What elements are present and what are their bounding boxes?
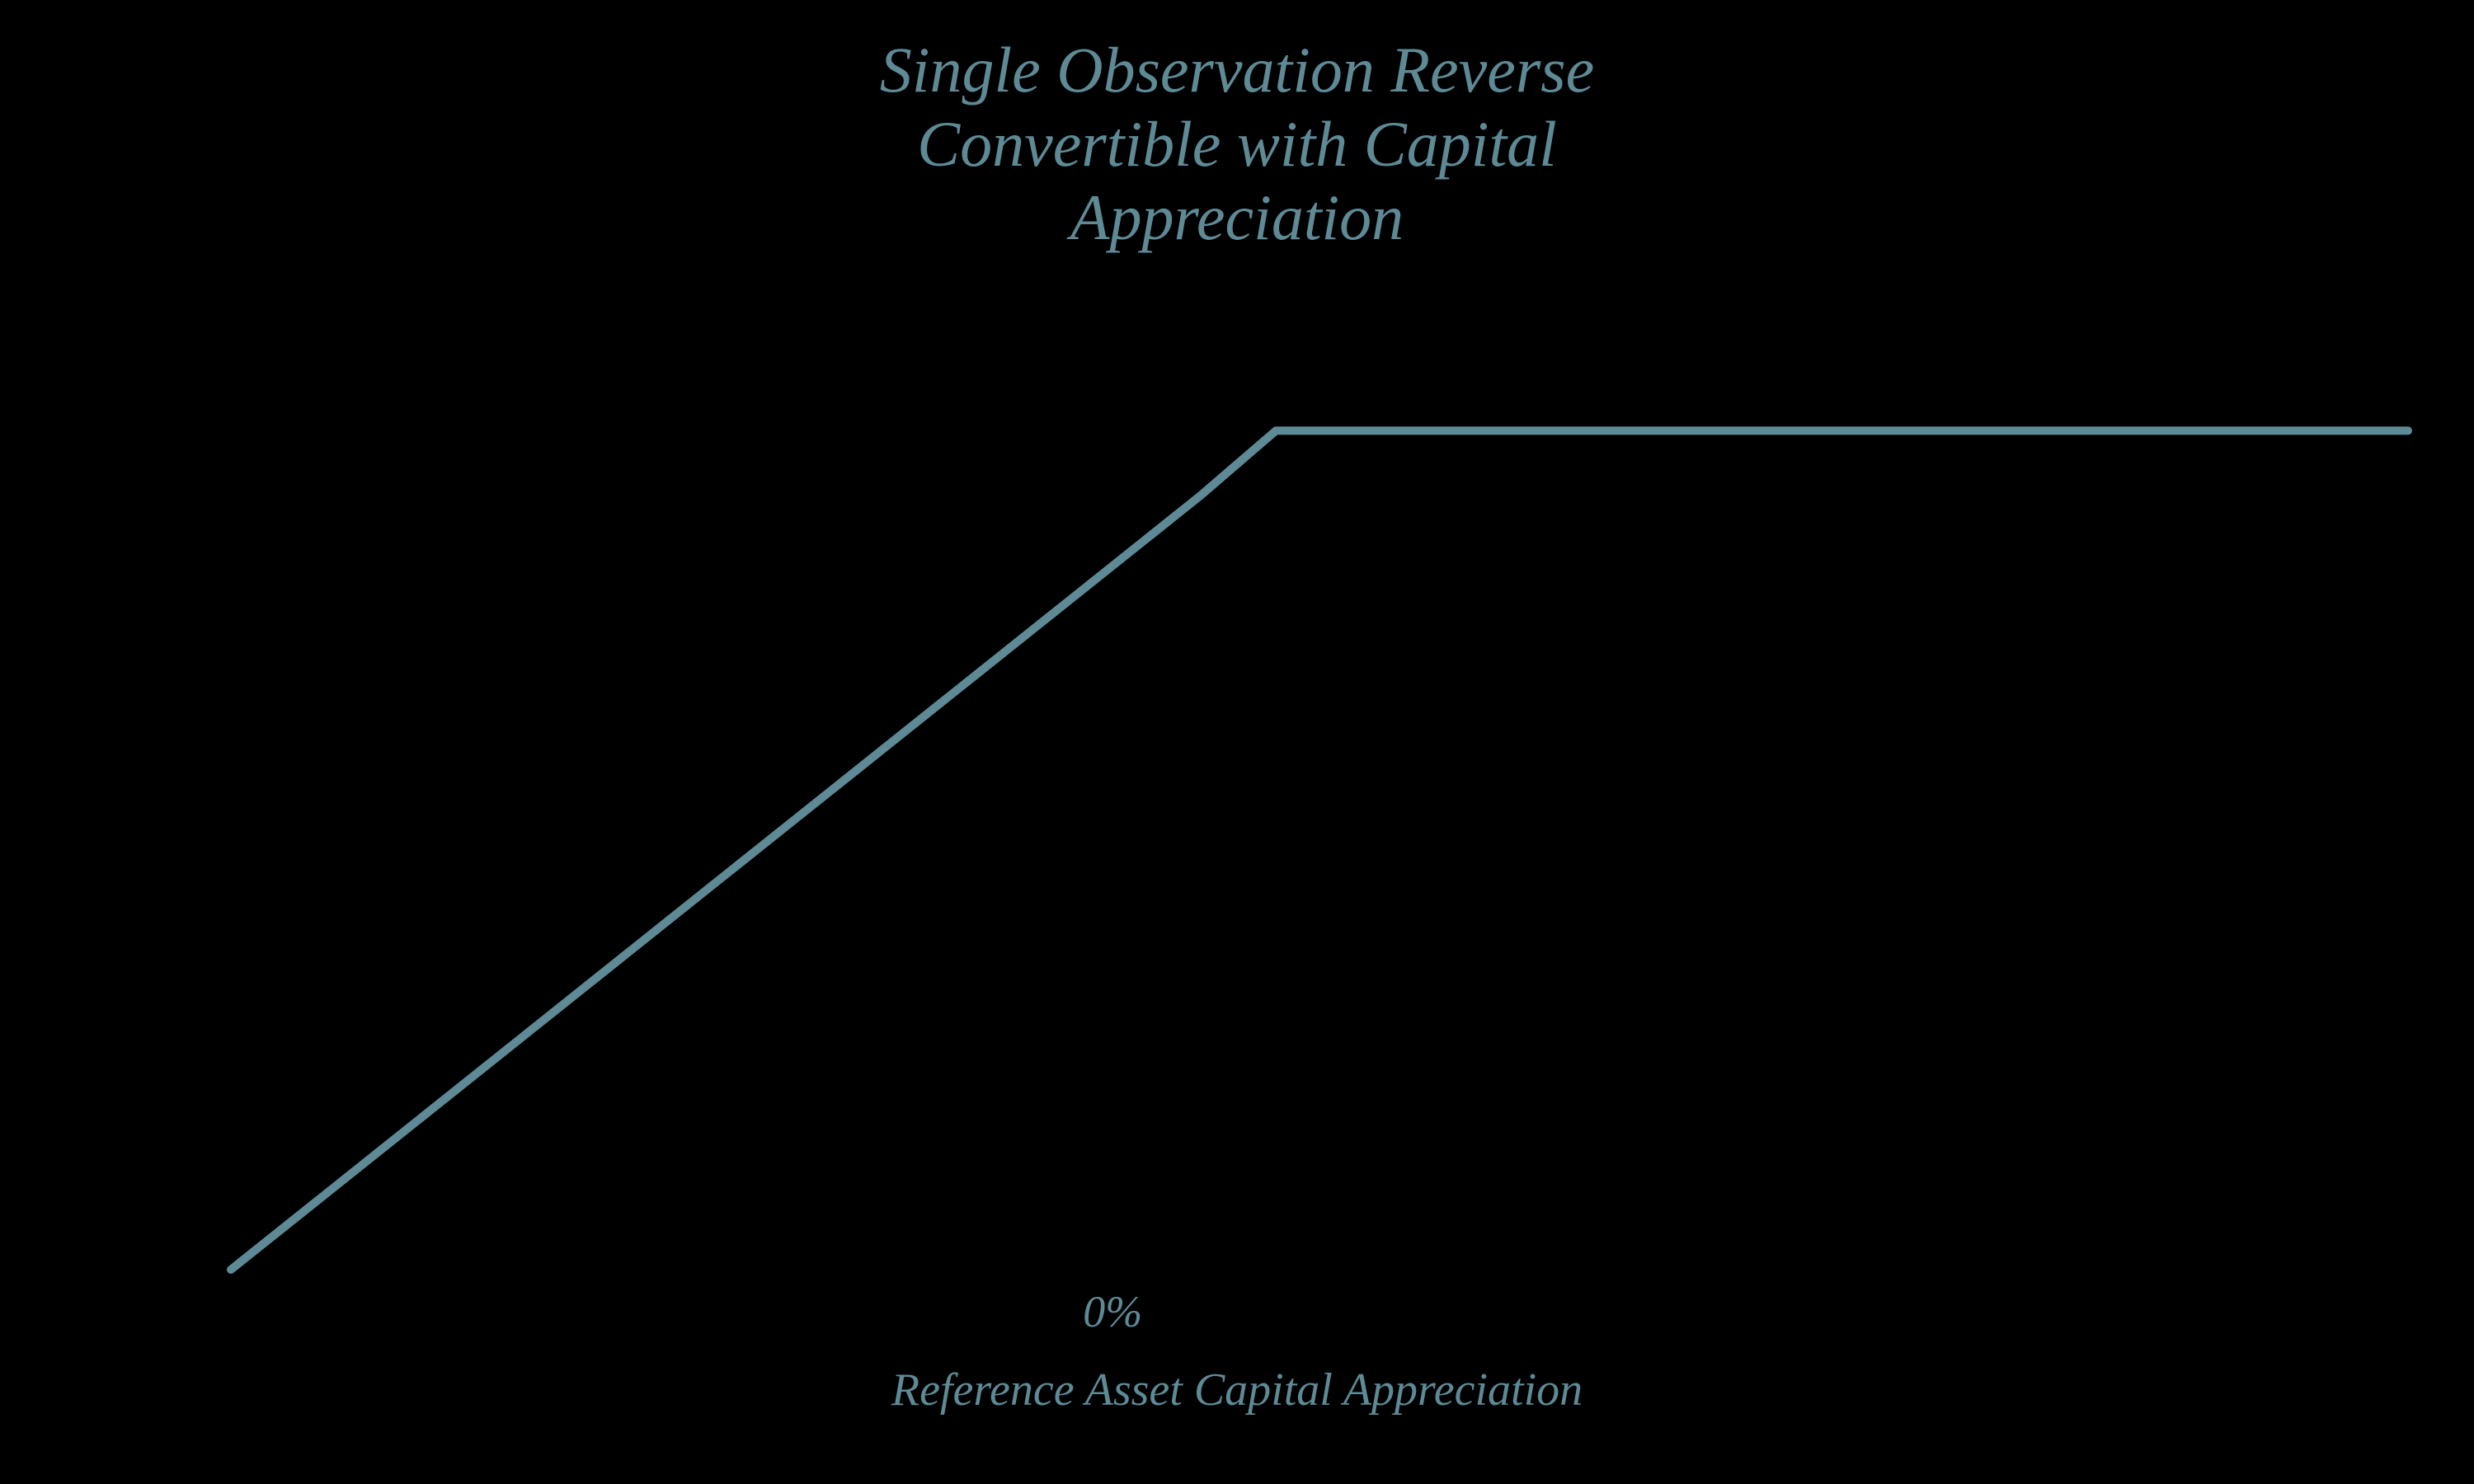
x-axis-label: Reference Asset Capital Appreciation (891, 1364, 1583, 1418)
chart-container: Single Observation Reverse Convertible w… (0, 0, 2474, 1484)
chart-title-line3: Appreciation (495, 181, 1979, 255)
chart-title-line2: Convertible with Capital (495, 107, 1979, 181)
plot-area (231, 396, 2408, 1270)
payoff-line-svg (231, 396, 2408, 1270)
payoff-line (231, 430, 2408, 1270)
chart-title-line1: Single Observation Reverse (495, 33, 1979, 107)
chart-title: Single Observation Reverse Convertible w… (495, 33, 1979, 255)
x-axis-tick-zero: 0% (1083, 1286, 1142, 1337)
